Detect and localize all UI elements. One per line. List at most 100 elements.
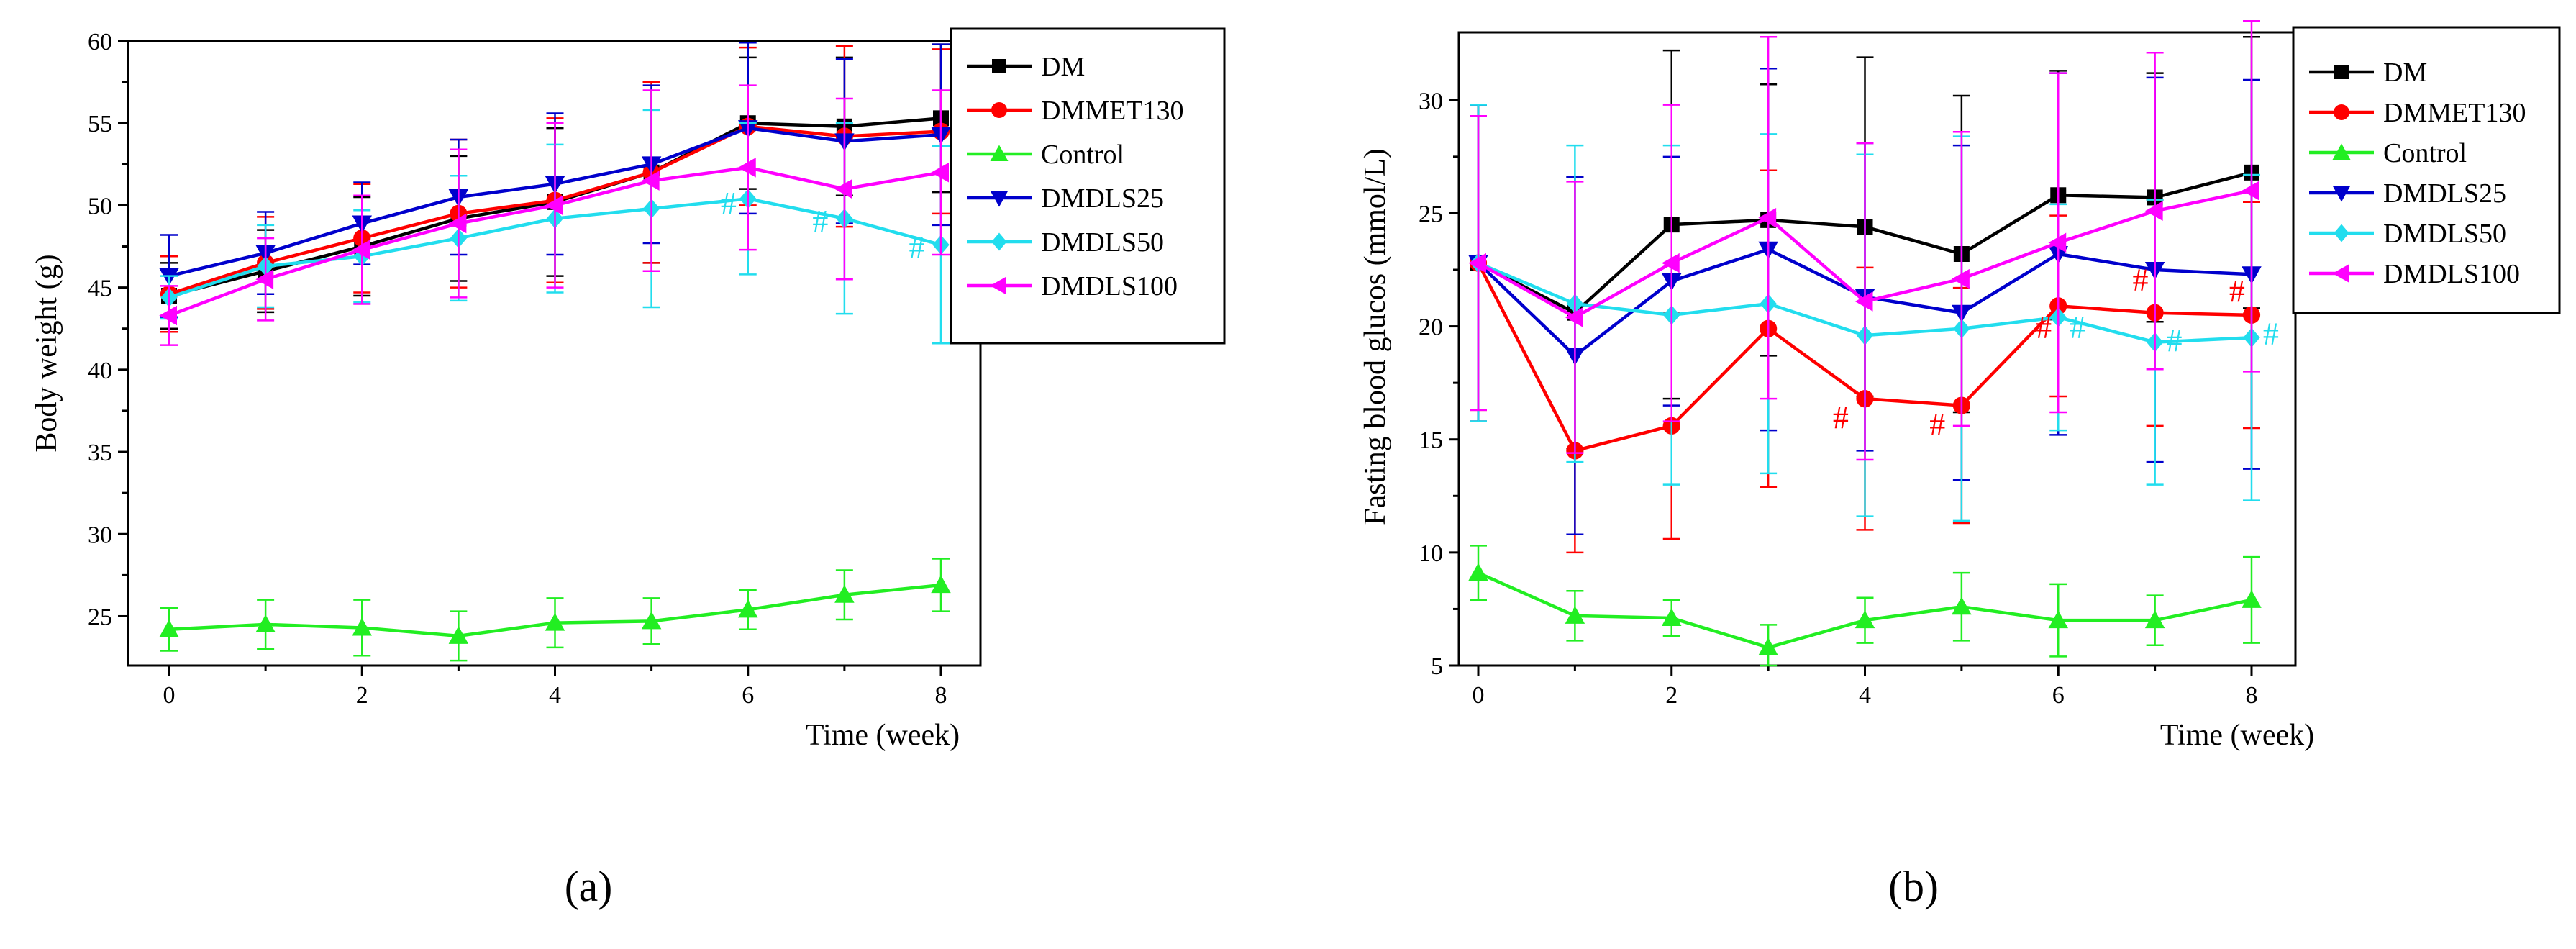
legend-swatch-marker (2334, 65, 2349, 79)
data-point (159, 305, 177, 326)
legend-swatch-marker (2334, 224, 2349, 242)
significance-marker: # (721, 186, 737, 221)
legend-label: Control (1041, 140, 1124, 170)
x-tick-label: 8 (2246, 682, 2258, 709)
significance-marker: # (2263, 317, 2279, 352)
legend-label: DMMET130 (1041, 96, 1183, 126)
y-tick-label: 30 (88, 522, 112, 548)
data-point (2144, 610, 2165, 629)
panel-a-axes: 0 2 4 6 8 25 30 35 40 45 50 55 60 (88, 29, 947, 709)
significance-marker: # (1833, 400, 1849, 435)
data-point (1758, 637, 1778, 655)
data-point (255, 614, 276, 632)
series-dmdls100 (159, 84, 950, 346)
y-tick-label: 60 (88, 29, 112, 55)
x-tick-label: 2 (1665, 682, 1678, 709)
legend-label: DMDLS25 (1041, 183, 1164, 214)
data-point (352, 240, 370, 260)
significance-marker: # (1929, 407, 1945, 442)
legend-item: Control (2309, 138, 2467, 168)
x-tick-label: 0 (163, 682, 176, 709)
y-tick-label: 50 (88, 193, 112, 219)
legend-item: DMDLS50 (967, 227, 1164, 258)
legend-item: Control (967, 140, 1124, 170)
legend-swatch-marker (2332, 143, 2351, 160)
series-control (1468, 545, 2262, 667)
panel-b-label: (b) (1888, 863, 1939, 910)
panel-a-y-axis-label: Body weight (g) (30, 254, 63, 452)
legend-label: DMDLS100 (1041, 271, 1178, 301)
legend-swatch-marker (2332, 186, 2351, 202)
legend-swatch-marker (990, 276, 1006, 295)
data-point (2144, 201, 2163, 222)
data-point (738, 599, 758, 618)
significance-marker: # (812, 204, 828, 239)
legend-swatch-marker (990, 191, 1009, 207)
legend-label: DMDLS100 (2383, 259, 2520, 289)
series-control (159, 558, 951, 662)
legend-swatch-marker (2332, 264, 2349, 283)
x-tick-label: 4 (1859, 682, 1871, 709)
significance-marker: # (2167, 323, 2183, 358)
data-point (255, 269, 274, 289)
legend-label: DM (2383, 58, 2427, 88)
data-point (1468, 563, 1488, 581)
significance-marker: # (2132, 262, 2148, 297)
data-point (2242, 181, 2259, 201)
legend-swatch-marker (990, 145, 1009, 161)
legend-swatch-marker (992, 59, 1006, 73)
legend-label: DMDLS50 (2383, 219, 2506, 249)
panel-b-legend: DM DMMET130 Control DMDLS25 DMDLS50 DMDLS100 (2292, 26, 2561, 314)
data-point (1854, 610, 1875, 629)
data-point (641, 611, 662, 630)
y-tick-label: 10 (1419, 540, 1443, 567)
panel-b-legend-items: DM DMMET130 Control DMDLS25 DMDLS50 DMDLS100 (2309, 58, 2526, 289)
y-tick-label: 30 (1419, 88, 1443, 114)
panel-b-axes: 0 2 4 6 8 5 10 15 20 25 30 (1419, 88, 2258, 709)
data-point (545, 195, 563, 216)
legend-item: DMDLS25 (967, 183, 1164, 214)
series-dmdls100 (1468, 20, 2260, 461)
data-point (738, 158, 756, 178)
legend-label: DMDLS50 (1041, 227, 1164, 258)
y-tick-label: 55 (88, 111, 112, 137)
y-tick-label: 5 (1431, 653, 1443, 680)
panel-a-label: (a) (565, 863, 613, 910)
data-point (1758, 207, 1777, 228)
legend-item: DM (2309, 58, 2427, 88)
data-point (1952, 596, 1972, 615)
legend-swatch-marker (991, 232, 1007, 251)
data-point (931, 575, 951, 594)
panel-a-legend-box (950, 27, 1226, 345)
data-point (834, 585, 855, 603)
panel-a-chart: 0 2 4 6 8 25 30 35 40 45 50 55 60 # # # Body weight (g… (30, 27, 1226, 910)
data-point (1854, 291, 1873, 312)
legend-label: Control (2383, 138, 2467, 168)
data-point (931, 162, 949, 183)
significance-marker: # (2070, 309, 2085, 345)
y-tick-label: 15 (1419, 427, 1443, 454)
data-point (448, 626, 469, 644)
y-tick-label: 25 (1419, 201, 1443, 227)
legend-swatch-marker (991, 102, 1007, 118)
data-point (159, 619, 179, 637)
legend-item: DMDLS50 (2309, 219, 2506, 249)
legend-item: DM (967, 52, 1085, 82)
y-tick-label: 25 (88, 604, 112, 630)
x-tick-label: 4 (549, 682, 561, 709)
panel-b-y-axis-label: Fasting blood glucos (mmol/L) (1359, 148, 1392, 525)
data-point (1565, 307, 1583, 327)
x-tick-label: 0 (1473, 682, 1485, 709)
legend-item: DMMET130 (2309, 98, 2526, 128)
significance-marker: # (2229, 273, 2245, 309)
x-tick-label: 6 (742, 682, 754, 709)
panel-a-series (159, 42, 951, 662)
x-tick-label: 8 (935, 682, 947, 709)
y-tick-label: 35 (88, 440, 112, 466)
panel-b-annotations: # # # # # # # # (1833, 262, 2279, 442)
legend-item: DMDLS100 (967, 271, 1178, 301)
data-point (1662, 608, 1682, 626)
panel-a-annotations: # # # (721, 186, 925, 265)
data-point (1565, 606, 1585, 624)
